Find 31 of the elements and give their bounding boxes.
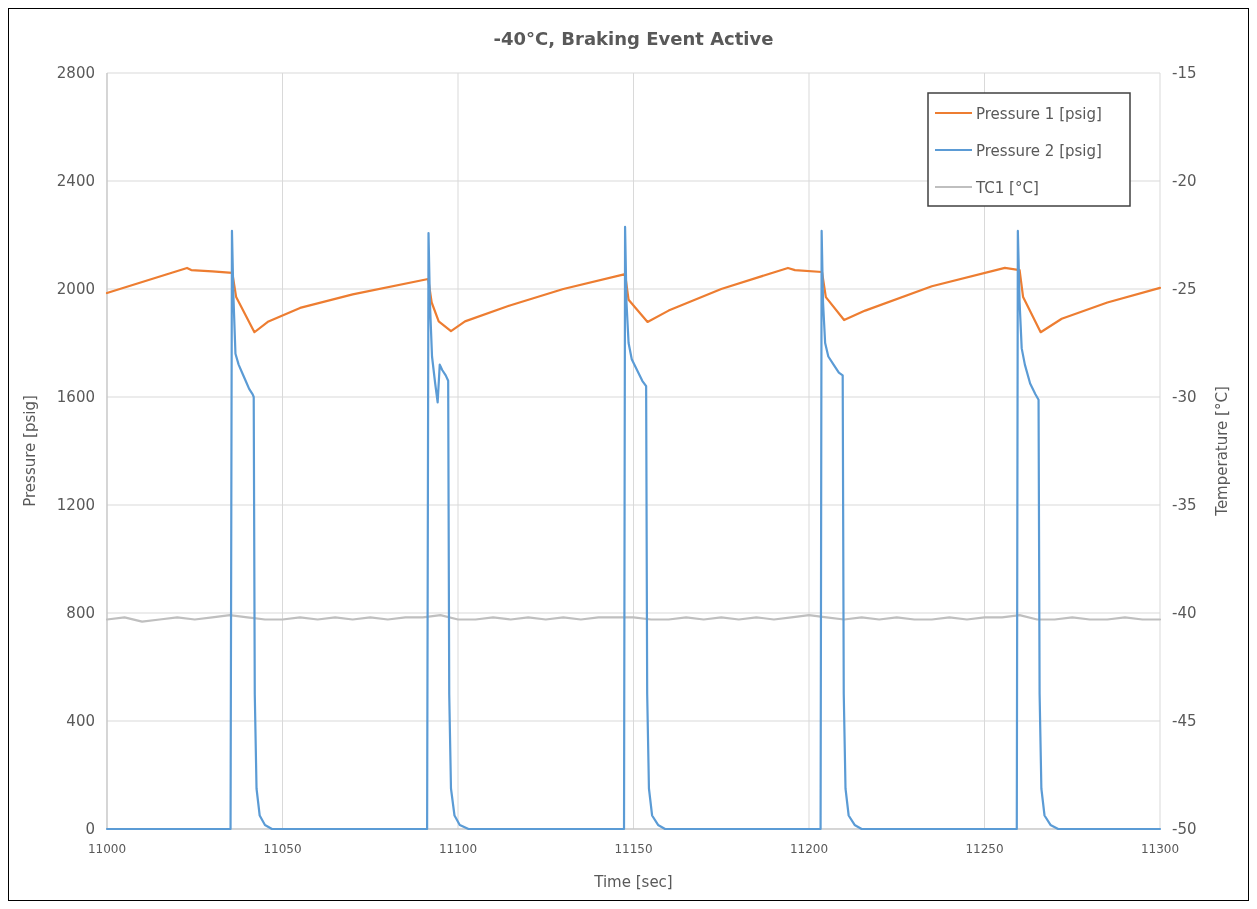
y-tick-label: 800 xyxy=(66,604,95,622)
y2-tick-label: -20 xyxy=(1172,172,1197,190)
y-tick-label: 0 xyxy=(85,820,95,838)
chart-title: -40°C, Braking Event Active xyxy=(493,28,774,49)
x-tick-label: 11250 xyxy=(965,842,1004,856)
y-tick-label: 1200 xyxy=(56,496,95,514)
y2-tick-label: -25 xyxy=(1172,280,1197,298)
y-tick-label: 400 xyxy=(66,712,95,730)
y2-axis-title: Temperature [°C] xyxy=(1213,386,1231,517)
y-tick-label: 2400 xyxy=(56,172,95,190)
y-tick-label: 1600 xyxy=(56,388,95,406)
line-series xyxy=(105,266,1162,334)
x-axis-title: Time [sec] xyxy=(593,873,673,891)
x-tick-label: 11200 xyxy=(789,842,829,856)
y-tick-label: 2800 xyxy=(56,64,95,82)
y2-tick-label: -45 xyxy=(1172,712,1197,730)
legend-label: TC1 [°C] xyxy=(975,179,1039,197)
legend-label: Pressure 1 [psig] xyxy=(976,105,1102,123)
y2-tick-label: -30 xyxy=(1172,388,1197,406)
y2-tick-label: -50 xyxy=(1172,820,1197,838)
x-tick-label: 11300 xyxy=(1140,842,1180,856)
y2-tick-label: -15 xyxy=(1172,64,1197,82)
x-tick-label: 11100 xyxy=(438,842,478,856)
legend-label: Pressure 2 [psig] xyxy=(976,142,1102,160)
x-tick-label: 11150 xyxy=(614,842,653,856)
y2-tick-label: -40 xyxy=(1172,604,1197,622)
x-tick-label: 11000 xyxy=(87,842,127,856)
y2-tick-label: -35 xyxy=(1172,496,1197,514)
x-tick-label: 11050 xyxy=(263,842,302,856)
y-tick-label: 2000 xyxy=(56,280,95,298)
y-axis-title: Pressure [psig] xyxy=(21,395,39,507)
